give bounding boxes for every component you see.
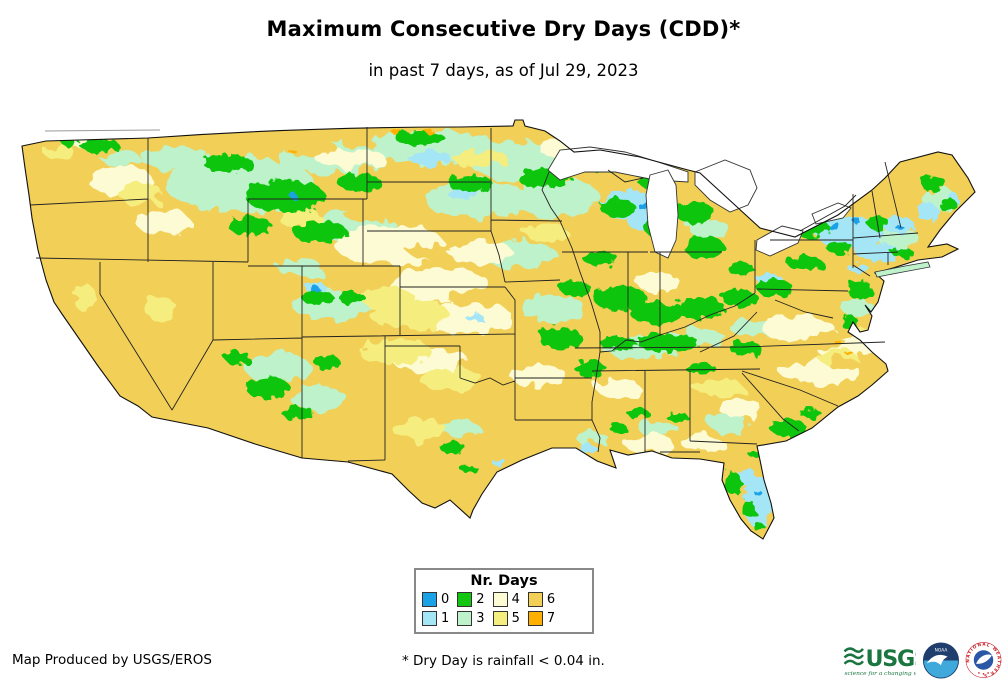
legend-label: 0 [441,592,450,607]
page-title: Maximum Consecutive Dry Days (CDD)* [266,17,741,41]
page-subtitle: in past 7 days, as of Jul 29, 2023 [368,61,639,80]
lake-erie [755,225,804,257]
legend-swatch [422,592,437,607]
region-6-days-patches [212,139,859,425]
usgs-wordmark: USGS [865,646,916,672]
legend-label: 2 [476,592,485,607]
legend-label: 4 [511,592,520,607]
lake-michigan [645,169,679,259]
state-borders [29,127,919,462]
noaa-emblem-icon: NOAA [922,641,960,679]
lake-superior [547,146,689,183]
noaa-label: NOAA [935,647,948,653]
usgs-tagline: science for a changing world [844,671,916,677]
legend-item: 4 [492,590,526,609]
map-neatline [44,129,161,132]
legend-item: 3 [457,609,490,628]
legend-swatch [457,592,473,607]
region-1-day [287,151,960,528]
usgs-logo: USGS science for a changing world [843,646,916,677]
legend-label: 1 [441,611,450,626]
legend-label: 5 [511,611,520,626]
legend-swatch [527,611,543,626]
legend-label: 3 [476,611,485,626]
legend-title: Nr. Days [470,573,538,589]
region-0-days [290,193,904,496]
us-map [21,119,976,540]
long-island [874,261,931,278]
credit-text: Map Produced by USGS/EROS [12,652,212,668]
legend-item: 6 [527,590,561,609]
legend-swatch [492,611,508,626]
legend-item: 1 [422,609,455,628]
legend-item: 2 [457,590,490,609]
legend-swatch [422,611,437,626]
legend-label: 7 [546,611,556,626]
region-7-days [287,129,852,354]
legend-item: 0 [422,590,455,609]
agency-logos: USGS science for a changing world NOAA N… [842,634,1002,686]
nws-emblem-icon: NATIONAL WEATHER SERVICE [965,640,1002,678]
great-lakes [547,146,852,259]
nws-logo: NATIONAL WEATHER SERVICE [965,640,1002,678]
lake-huron [694,159,758,213]
legend-swatch [527,592,543,607]
footnote-text: * Dry Day is rainfall < 0.04 in. [402,653,605,669]
legend-label: 6 [546,592,556,607]
noaa-logo: NOAA [922,641,960,679]
legend-swatch [492,592,508,607]
legend-item: 5 [492,609,526,628]
legend-item: 7 [527,609,561,628]
usgs-wave-icon [843,647,864,666]
legend-swatch [457,611,473,626]
